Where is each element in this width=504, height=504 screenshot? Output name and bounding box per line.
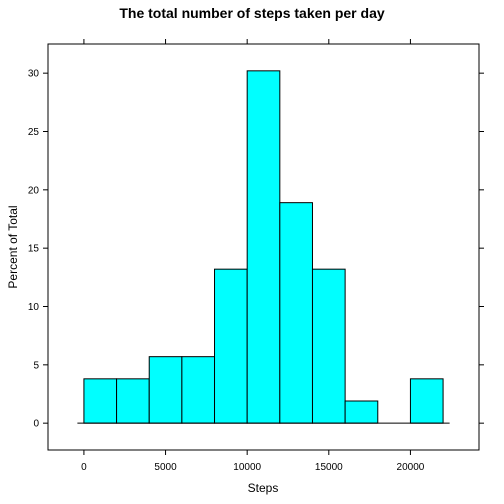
histogram-bar-10 <box>409 378 444 424</box>
plot-frame <box>47 43 480 451</box>
histogram-bar-4 <box>214 268 248 424</box>
histogram-bar-6 <box>279 202 313 424</box>
histogram-bar-3 <box>181 356 216 424</box>
histogram-bar-0 <box>83 378 118 424</box>
chart-title: The total number of steps taken per day <box>119 5 384 21</box>
x-tick-label: 10000 <box>233 462 261 473</box>
histogram-bar-7 <box>311 268 346 424</box>
y-tick-label: 30 <box>28 69 40 80</box>
y-tick-label: 0 <box>33 419 39 430</box>
x-tick-label: 5000 <box>154 462 177 473</box>
y-tick-label: 10 <box>28 302 40 313</box>
x-tick-label: 0 <box>81 462 87 473</box>
y-tick-label: 20 <box>28 185 40 196</box>
x-tick-label: 20000 <box>397 462 425 473</box>
x-tick-label: 15000 <box>315 462 343 473</box>
y-tick-label: 25 <box>28 127 40 138</box>
histogram-bar-8 <box>344 400 379 424</box>
y-tick-label: 15 <box>28 244 40 255</box>
histogram-bar-5 <box>246 70 281 424</box>
y-tick-label: 5 <box>33 360 39 371</box>
histogram-bar-1 <box>116 378 150 424</box>
bars-group <box>83 70 444 424</box>
x-axis-label: Steps <box>248 481 279 495</box>
histogram-bar-2 <box>148 356 183 424</box>
y-axis-label: Percent of Total <box>6 205 20 288</box>
ticks-group: 0 5000 10000 15000 20000 0 5 10 15 20 25 30 <box>28 39 484 473</box>
